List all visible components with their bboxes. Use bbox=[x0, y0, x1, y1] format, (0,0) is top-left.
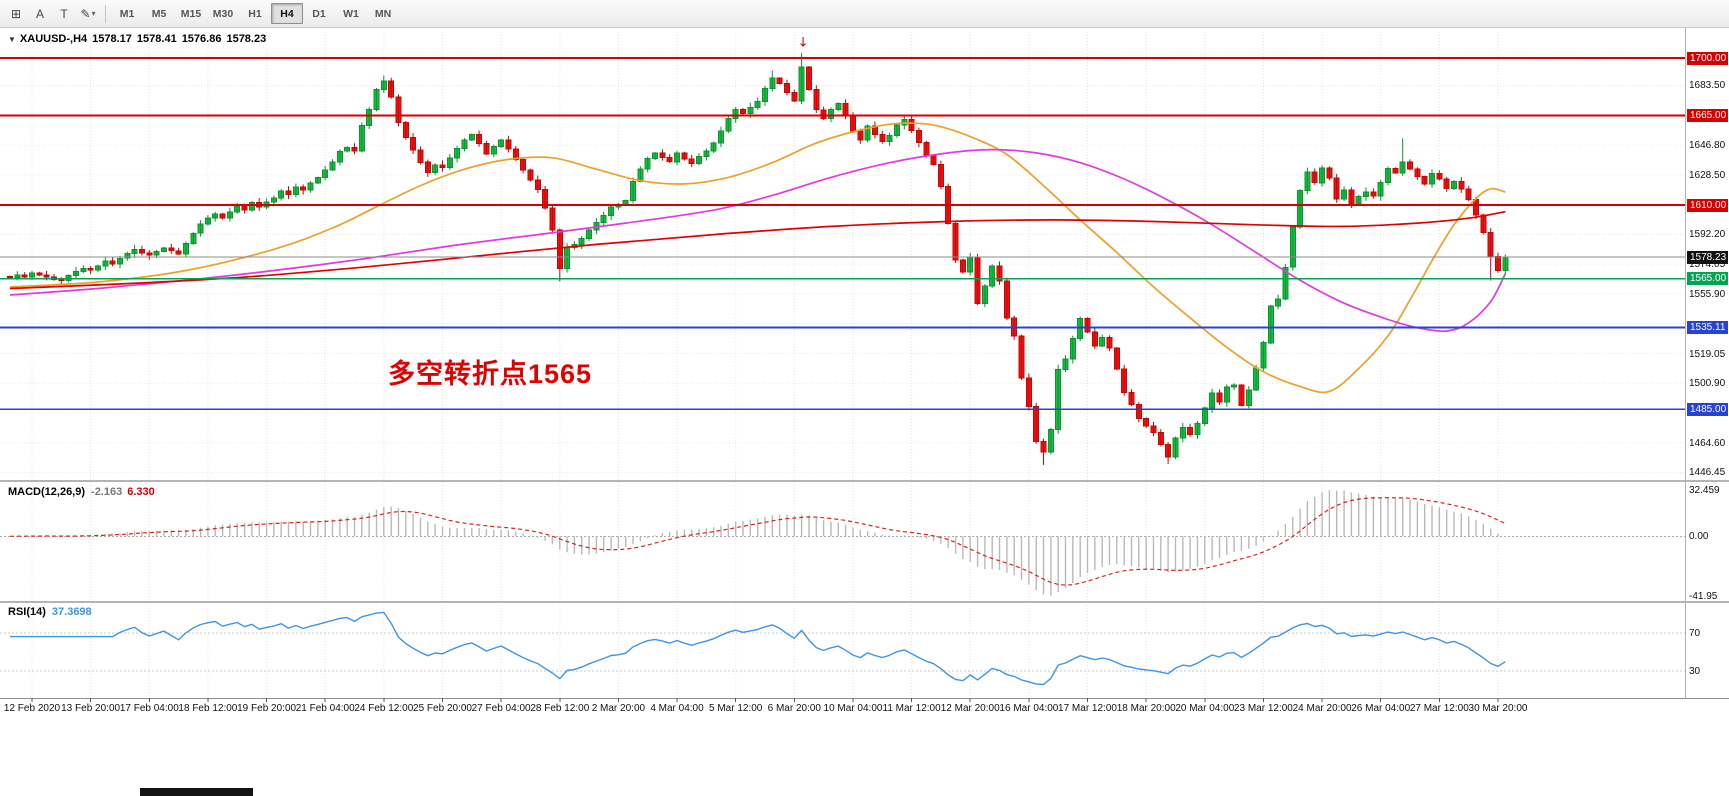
time-axis-label: 10 Mar 04:00 bbox=[823, 703, 883, 714]
time-axis-label: 27 Feb 04:00 bbox=[471, 703, 531, 714]
toolbar-separator bbox=[105, 4, 106, 23]
rsi-title: RSI(14) 37.3698 bbox=[8, 606, 92, 618]
time-axis-label: 25 Feb 20:00 bbox=[413, 703, 472, 714]
time-axis-label: 26 Mar 04:00 bbox=[1351, 703, 1411, 714]
time-axis-label: 18 Mar 20:00 bbox=[1116, 703, 1176, 714]
timeframe-button-m5[interactable]: M5 bbox=[151, 7, 167, 20]
macd-signal-value: 6.330 bbox=[127, 486, 155, 498]
macd-scale-label: 0.00 bbox=[1689, 531, 1709, 543]
price-line-badge: 1700.00 bbox=[1687, 51, 1728, 65]
time-axis-label: 17 Feb 04:00 bbox=[119, 703, 179, 714]
symbol-title: XAUUSD-,H4 bbox=[19, 33, 88, 45]
price-scale-label: 1500.90 bbox=[1689, 378, 1726, 390]
price-line-badge: 1565.00 bbox=[1687, 272, 1728, 286]
symbol-ohlc-header: ▼ XAUUSD-,H4 1578.17 1578.41 1576.86 1578.23 bbox=[8, 33, 271, 45]
macd-scale-label: -41.95 bbox=[1689, 590, 1718, 602]
time-axis-label: 23 Mar 12:00 bbox=[1233, 703, 1293, 714]
chart-annotation-text: 多空转折点1565 bbox=[388, 359, 593, 389]
time-axis-label: 24 Mar 20:00 bbox=[1292, 703, 1352, 714]
sell-arrow-icon: ↓ bbox=[798, 35, 809, 50]
ohlc-open: 1578.17 bbox=[92, 33, 132, 45]
price-scale-label: 1592.20 bbox=[1689, 229, 1726, 241]
time-axis-label: 2 Mar 20:00 bbox=[591, 703, 646, 714]
timeframe-button-m30[interactable]: M30 bbox=[212, 7, 234, 20]
timeframe-button-m1[interactable]: M1 bbox=[119, 7, 135, 20]
time-axis-label: 24 Feb 12:00 bbox=[354, 703, 414, 714]
taskbar-fragment bbox=[140, 788, 253, 796]
time-axis-label: 6 Mar 20:00 bbox=[767, 703, 821, 714]
price-line-badge: 1665.00 bbox=[1687, 108, 1728, 122]
macd-name: MACD(12,26,9) bbox=[8, 486, 86, 498]
pointer-tool-icon[interactable]: A bbox=[35, 6, 44, 21]
time-axis-label: 18 Feb 12:00 bbox=[178, 703, 238, 714]
price-scale-label: 1628.50 bbox=[1689, 169, 1726, 181]
rsi-scale-label: 30 bbox=[1689, 666, 1701, 678]
time-axis-label: 28 Feb 12:00 bbox=[530, 703, 590, 714]
current-price-badge: 1578.23 bbox=[1687, 250, 1728, 264]
timeframe-button-h1[interactable]: H1 bbox=[248, 7, 262, 20]
timeframe-button-mn[interactable]: MN bbox=[374, 7, 392, 20]
rsi-name: RSI(14) bbox=[8, 606, 46, 618]
price-line-badge: 1485.00 bbox=[1687, 402, 1728, 416]
price-line-badge: 1610.00 bbox=[1687, 198, 1728, 212]
price-line-badge: 1535.11 bbox=[1687, 321, 1728, 334]
toolbar: ⊞ A T ✎ ▾ M1 M5 M15 M30 H1 H4 D1 W1 MN bbox=[0, 0, 1729, 28]
ohlc-close: 1578.23 bbox=[226, 33, 267, 45]
time-axis-label: 30 Mar 20:00 bbox=[1468, 703, 1528, 714]
time-axis-label: 12 Mar 20:00 bbox=[940, 703, 1000, 714]
time-axis-label: 5 Mar 12:00 bbox=[709, 703, 763, 714]
timeframe-button-w1[interactable]: W1 bbox=[343, 7, 359, 20]
macd-title: MACD(12,26,9) -2.163 6.330 bbox=[8, 486, 155, 498]
time-axis-label: 27 Mar 12:00 bbox=[1409, 703, 1469, 714]
time-axis-label: 16 Mar 04:00 bbox=[999, 703, 1059, 714]
price-scale-label: 1519.05 bbox=[1689, 348, 1726, 360]
time-axis-label: 20 Mar 04:00 bbox=[1175, 703, 1235, 714]
price-scale-label: 1574.05 bbox=[1689, 258, 1726, 270]
time-axis-label: 13 Feb 20:00 bbox=[61, 703, 121, 714]
price-scale-label: 1555.90 bbox=[1689, 288, 1726, 300]
charts-grid-icon[interactable]: ⊞ bbox=[10, 6, 22, 21]
time-axis-label: 21 Feb 04:00 bbox=[295, 703, 355, 714]
timeframe-button-d1[interactable]: D1 bbox=[312, 7, 326, 20]
rsi-scale-label: 70 bbox=[1689, 627, 1701, 639]
macd-scale-label: 32.459 bbox=[1689, 485, 1720, 497]
time-axis-label: 12 Feb 2020 bbox=[3, 703, 61, 714]
symbol-collapse-icon[interactable]: ▼ bbox=[8, 35, 16, 44]
time-axis-label: 17 Mar 12:00 bbox=[1058, 703, 1117, 714]
text-tool-icon[interactable]: T bbox=[60, 6, 68, 21]
price-scale-label: 1683.50 bbox=[1689, 80, 1726, 92]
macd-main-value: -2.163 bbox=[91, 486, 123, 498]
objects-tool-icon[interactable]: ✎ ▾ bbox=[80, 6, 96, 21]
dropdown-caret-icon: ▾ bbox=[91, 9, 96, 18]
ohlc-low: 1576.86 bbox=[181, 33, 222, 45]
price-scale-label: 1464.60 bbox=[1689, 437, 1726, 449]
time-axis-label: 4 Mar 04:00 bbox=[650, 703, 704, 714]
timeframe-button-m15[interactable]: M15 bbox=[180, 7, 202, 20]
price-scale-label: 1646.80 bbox=[1689, 140, 1726, 152]
price-scale-label: 1446.45 bbox=[1689, 467, 1726, 479]
time-axis-label: 11 Mar 12:00 bbox=[882, 703, 941, 714]
rsi-value: 37.3698 bbox=[51, 606, 92, 618]
timeframe-button-h4[interactable]: H4 bbox=[271, 3, 303, 24]
time-axis-label: 19 Feb 20:00 bbox=[237, 703, 297, 714]
ohlc-high: 1578.41 bbox=[136, 33, 177, 45]
